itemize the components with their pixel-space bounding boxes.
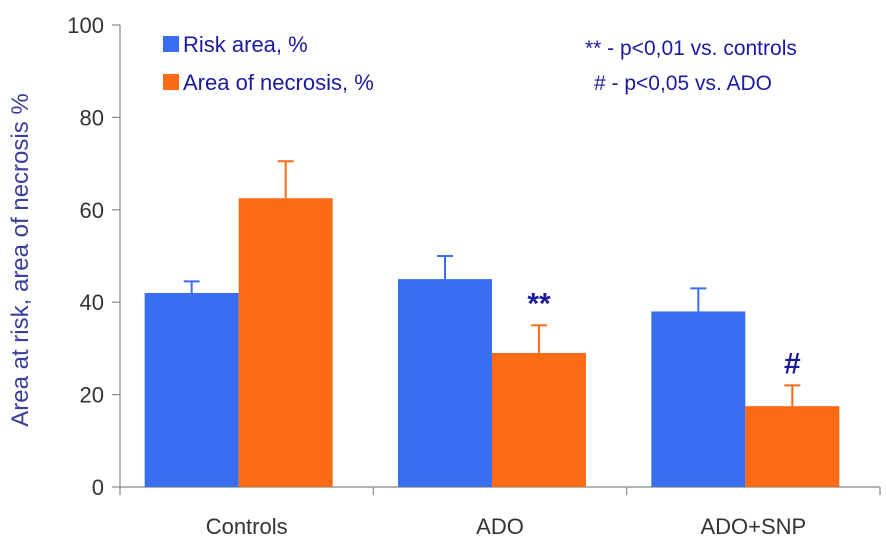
legend-swatch [163,74,179,90]
significance-note: ** - p<0,01 vs. controls [585,37,797,60]
x-category-label: Controls [206,514,288,539]
bar [651,311,745,487]
y-tick-label: 100 [67,13,104,38]
legend-label: Area of necrosis, % [183,70,374,95]
bar [745,406,839,487]
significance-marker: ** [527,287,551,320]
y-tick-label: 40 [80,290,104,315]
y-tick-label: 20 [80,383,104,408]
x-category-label: ADO [476,514,524,539]
bar [239,198,333,487]
legend-label: Risk area, % [183,32,308,57]
y-tick-label: 60 [80,198,104,223]
notes: ** - p<0,01 vs. controls # - p<0,05 vs. A… [585,37,797,95]
legend-swatch [163,36,179,52]
y-axis-label: Area at risk, area of necrosis % [7,93,34,426]
bar [492,353,586,487]
significance-note: # - p<0,05 vs. ADO [594,72,772,95]
y-tick-label: 0 [92,475,104,500]
x-category-label: ADO+SNP [700,514,806,539]
y-tick-label: 80 [80,105,104,130]
significance-marker: # [784,347,801,380]
bars [145,198,840,487]
bar [145,293,239,487]
bar [398,279,492,487]
legend: Risk area, % Area of necrosis, % [163,32,374,95]
